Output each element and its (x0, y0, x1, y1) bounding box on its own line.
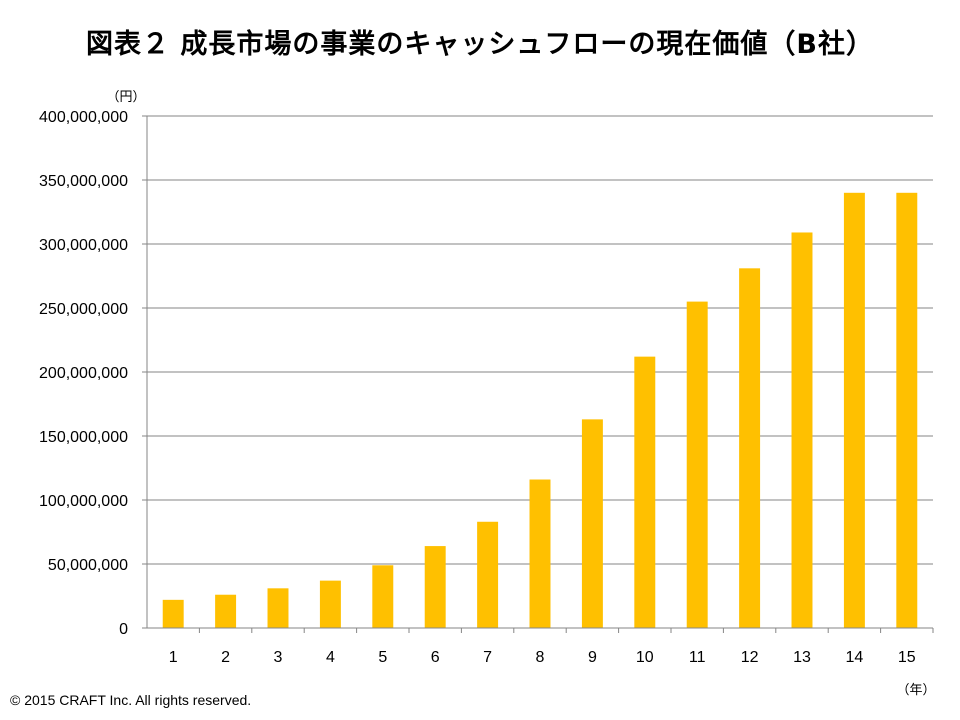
bar-year-11 (686, 301, 708, 628)
y-tick-label: 50,000,000 (48, 557, 128, 574)
x-tick-label: 6 (431, 649, 440, 666)
bar-year-9 (581, 419, 603, 628)
bar-year-10 (634, 356, 656, 628)
bar-year-8 (529, 479, 551, 628)
axes (142, 115, 934, 633)
bar-year-1 (162, 599, 184, 628)
y-tick-label: 350,000,000 (39, 173, 128, 190)
x-tick-label: 2 (221, 649, 230, 666)
copyright-notice: © 2015 CRAFT Inc. All rights reserved. (10, 692, 252, 708)
y-tick-label: 250,000,000 (39, 301, 128, 318)
x-tick-label: 15 (898, 649, 916, 666)
x-tick-label: 10 (636, 649, 654, 666)
y-axis-unit-label: （円） (106, 90, 145, 105)
bar-year-2 (215, 594, 237, 628)
x-axis-unit-label: （年） (896, 683, 935, 698)
x-tick-label: 14 (846, 649, 864, 666)
bar-year-14 (843, 192, 865, 629)
chart-title: 図表２ 成長市場の事業のキャッシュフローの現在価値（B社） (86, 29, 874, 60)
x-tick-label: 9 (588, 649, 597, 666)
x-tick-label: 12 (741, 649, 759, 666)
y-tick-label: 100,000,000 (39, 493, 128, 510)
x-tick-label: 4 (326, 649, 335, 666)
bar-year-3 (267, 588, 289, 628)
x-tick-label: 8 (536, 649, 545, 666)
x-tick-label: 3 (274, 649, 283, 666)
x-tick-label: 11 (689, 649, 706, 666)
y-tick-label: 200,000,000 (39, 365, 128, 382)
x-tick-label: 13 (793, 649, 811, 666)
bar-year-15 (896, 192, 918, 629)
bar-year-12 (739, 268, 761, 628)
y-tick-labels: 0 50,000,000 100,000,000 150,000,000 200,000… (39, 109, 128, 638)
x-tick-label: 7 (483, 649, 492, 666)
y-tick-label: 0 (119, 621, 128, 638)
y-tick-label: 300,000,000 (39, 237, 128, 254)
x-tick-label: 1 (169, 649, 178, 666)
y-tick-label: 150,000,000 (39, 429, 128, 446)
bar-year-7 (477, 521, 499, 628)
bar-year-5 (372, 565, 394, 628)
bar-year-4 (319, 580, 341, 628)
y-tick-label: 400,000,000 (39, 109, 128, 126)
bars (162, 192, 918, 629)
x-tick-labels: 1 2 3 4 5 6 7 8 9 10 11 12 13 14 15 (169, 649, 916, 666)
bar-year-6 (424, 546, 446, 628)
bar-year-13 (791, 232, 813, 629)
x-tick-label: 5 (378, 649, 387, 666)
